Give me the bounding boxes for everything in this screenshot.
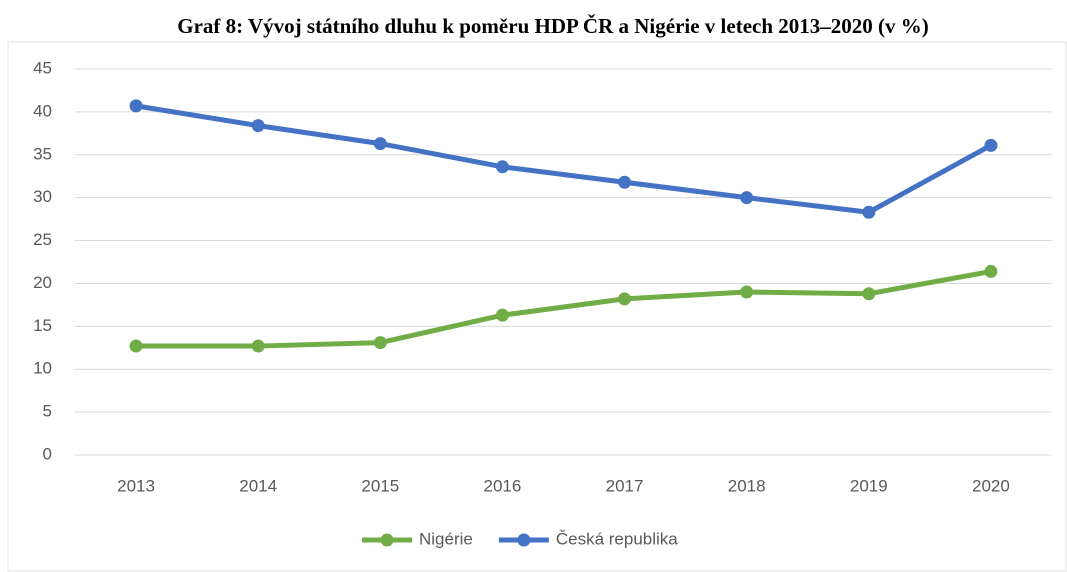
- y-tick-label: 30: [33, 187, 52, 206]
- series-line: [133, 268, 994, 349]
- x-tick-label: 2017: [606, 476, 644, 495]
- y-tick-label: 15: [33, 316, 52, 335]
- data-point: [740, 191, 754, 205]
- y-tick-label: 5: [43, 402, 52, 421]
- legend-marker: [517, 533, 531, 547]
- data-point: [984, 264, 998, 278]
- data-point: [251, 339, 265, 353]
- data-point: [495, 308, 509, 322]
- data-point: [862, 287, 876, 301]
- y-tick-label: 25: [33, 230, 52, 249]
- legend-label: Česká republika: [556, 529, 678, 548]
- y-tick-label: 35: [33, 144, 52, 163]
- data-point: [618, 175, 632, 189]
- data-point: [495, 160, 509, 174]
- data-point: [740, 285, 754, 299]
- x-tick-label: 2013: [117, 476, 155, 495]
- data-point: [984, 138, 998, 152]
- x-tick-label: 2015: [361, 476, 399, 495]
- y-tick-label: 45: [33, 58, 52, 77]
- series-line: [133, 103, 994, 215]
- data-point: [862, 205, 876, 219]
- x-tick-label: 2014: [239, 476, 277, 495]
- data-point: [251, 119, 265, 133]
- x-tick-label: 2020: [972, 476, 1010, 495]
- data-point: [129, 99, 143, 113]
- y-tick-label: 40: [33, 101, 52, 120]
- x-tick-label: 2016: [484, 476, 522, 495]
- legend-label: Nigérie: [419, 529, 473, 548]
- y-tick-label: 20: [33, 273, 52, 292]
- data-point: [373, 137, 387, 151]
- legend-marker: [380, 533, 394, 547]
- y-tick-label: 10: [33, 359, 52, 378]
- chart-title: Graf 8: Vývoj státního dluhu k poměru HD…: [177, 14, 929, 38]
- data-point: [618, 292, 632, 306]
- x-tick-label: 2018: [728, 476, 766, 495]
- x-tick-label: 2019: [850, 476, 888, 495]
- chart-frame: [7, 41, 1067, 572]
- data-point: [373, 336, 387, 350]
- y-tick-label: 0: [43, 444, 52, 463]
- data-point: [129, 339, 143, 353]
